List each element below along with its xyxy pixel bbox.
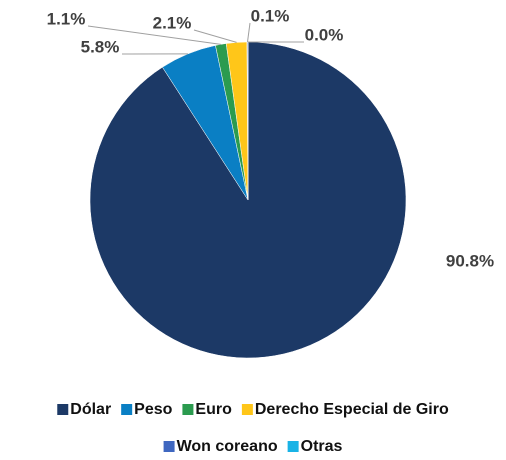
legend-swatch bbox=[182, 404, 194, 415]
legend-swatch bbox=[163, 441, 175, 452]
legend-swatch bbox=[57, 404, 69, 415]
legend-row: Dólar Peso Euro Derecho Especial de Giro bbox=[57, 401, 449, 418]
legend-label: Otras bbox=[301, 438, 343, 455]
data-label: 5.8% bbox=[81, 37, 120, 56]
leader-line bbox=[193, 29, 237, 43]
legend-label: Dólar bbox=[70, 401, 111, 418]
legend-swatch bbox=[241, 404, 253, 415]
legend-swatch bbox=[121, 404, 133, 415]
legend-label: Won coreano bbox=[177, 438, 278, 455]
legend-label: Peso bbox=[134, 401, 172, 418]
data-label: 0.1% bbox=[251, 6, 290, 25]
data-label: 2.1% bbox=[153, 13, 192, 32]
leader-line bbox=[87, 25, 221, 45]
data-label: 0.0% bbox=[305, 25, 344, 44]
data-label: 1.1% bbox=[47, 9, 86, 28]
legend-label: Euro bbox=[195, 401, 232, 418]
legend-row: Won coreano Otras bbox=[163, 438, 343, 455]
legend-label: Derecho Especial de Giro bbox=[255, 401, 449, 418]
legend-swatch bbox=[287, 441, 299, 452]
data-label: 90.8% bbox=[446, 251, 494, 270]
leader-line bbox=[247, 22, 251, 43]
